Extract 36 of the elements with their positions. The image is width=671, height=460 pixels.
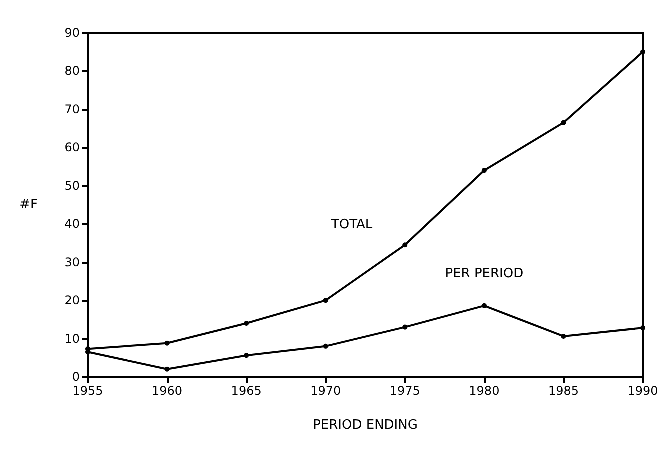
point bbox=[244, 353, 250, 358]
x-tick-label: 1955 bbox=[72, 384, 104, 398]
y-tick-label: 0 bbox=[72, 370, 80, 384]
point bbox=[482, 303, 487, 308]
point bbox=[640, 326, 646, 331]
x-axis-title: PERIOD ENDING bbox=[313, 418, 418, 433]
y-tick-label: 20 bbox=[64, 294, 80, 308]
y-tick-label: 60 bbox=[64, 140, 80, 155]
point bbox=[244, 320, 250, 326]
x-tick-label: 1990 bbox=[628, 384, 658, 398]
point bbox=[402, 242, 408, 248]
y-tick-label: 40 bbox=[64, 217, 80, 232]
y-tick-label: 10 bbox=[64, 332, 80, 346]
text: TOTAL bbox=[330, 218, 374, 233]
x-tick-label: 1960 bbox=[152, 384, 183, 398]
x-tick-label: 1965 bbox=[231, 384, 262, 398]
y-tick-label: 90 bbox=[64, 26, 80, 40]
x-tick-label: 1985 bbox=[548, 384, 579, 398]
y-axis-title: #F bbox=[20, 198, 38, 212]
point bbox=[561, 334, 566, 339]
x-tick-label: 1975 bbox=[390, 384, 420, 398]
y-tick-label: 30 bbox=[64, 255, 80, 270]
y-tick-label: 80 bbox=[64, 64, 80, 78]
y-tick-label: 50 bbox=[64, 178, 80, 193]
point bbox=[164, 340, 170, 346]
point bbox=[323, 298, 328, 304]
point bbox=[640, 50, 646, 55]
point bbox=[561, 120, 566, 126]
x-tick-label: 1970 bbox=[310, 384, 342, 398]
point bbox=[402, 324, 408, 330]
y-tick-label: 70 bbox=[64, 102, 80, 116]
point bbox=[323, 344, 328, 349]
point bbox=[164, 366, 170, 372]
point bbox=[482, 168, 487, 174]
text: PER PERIOD bbox=[445, 266, 524, 282]
x-tick-label: 1980 bbox=[469, 384, 500, 398]
